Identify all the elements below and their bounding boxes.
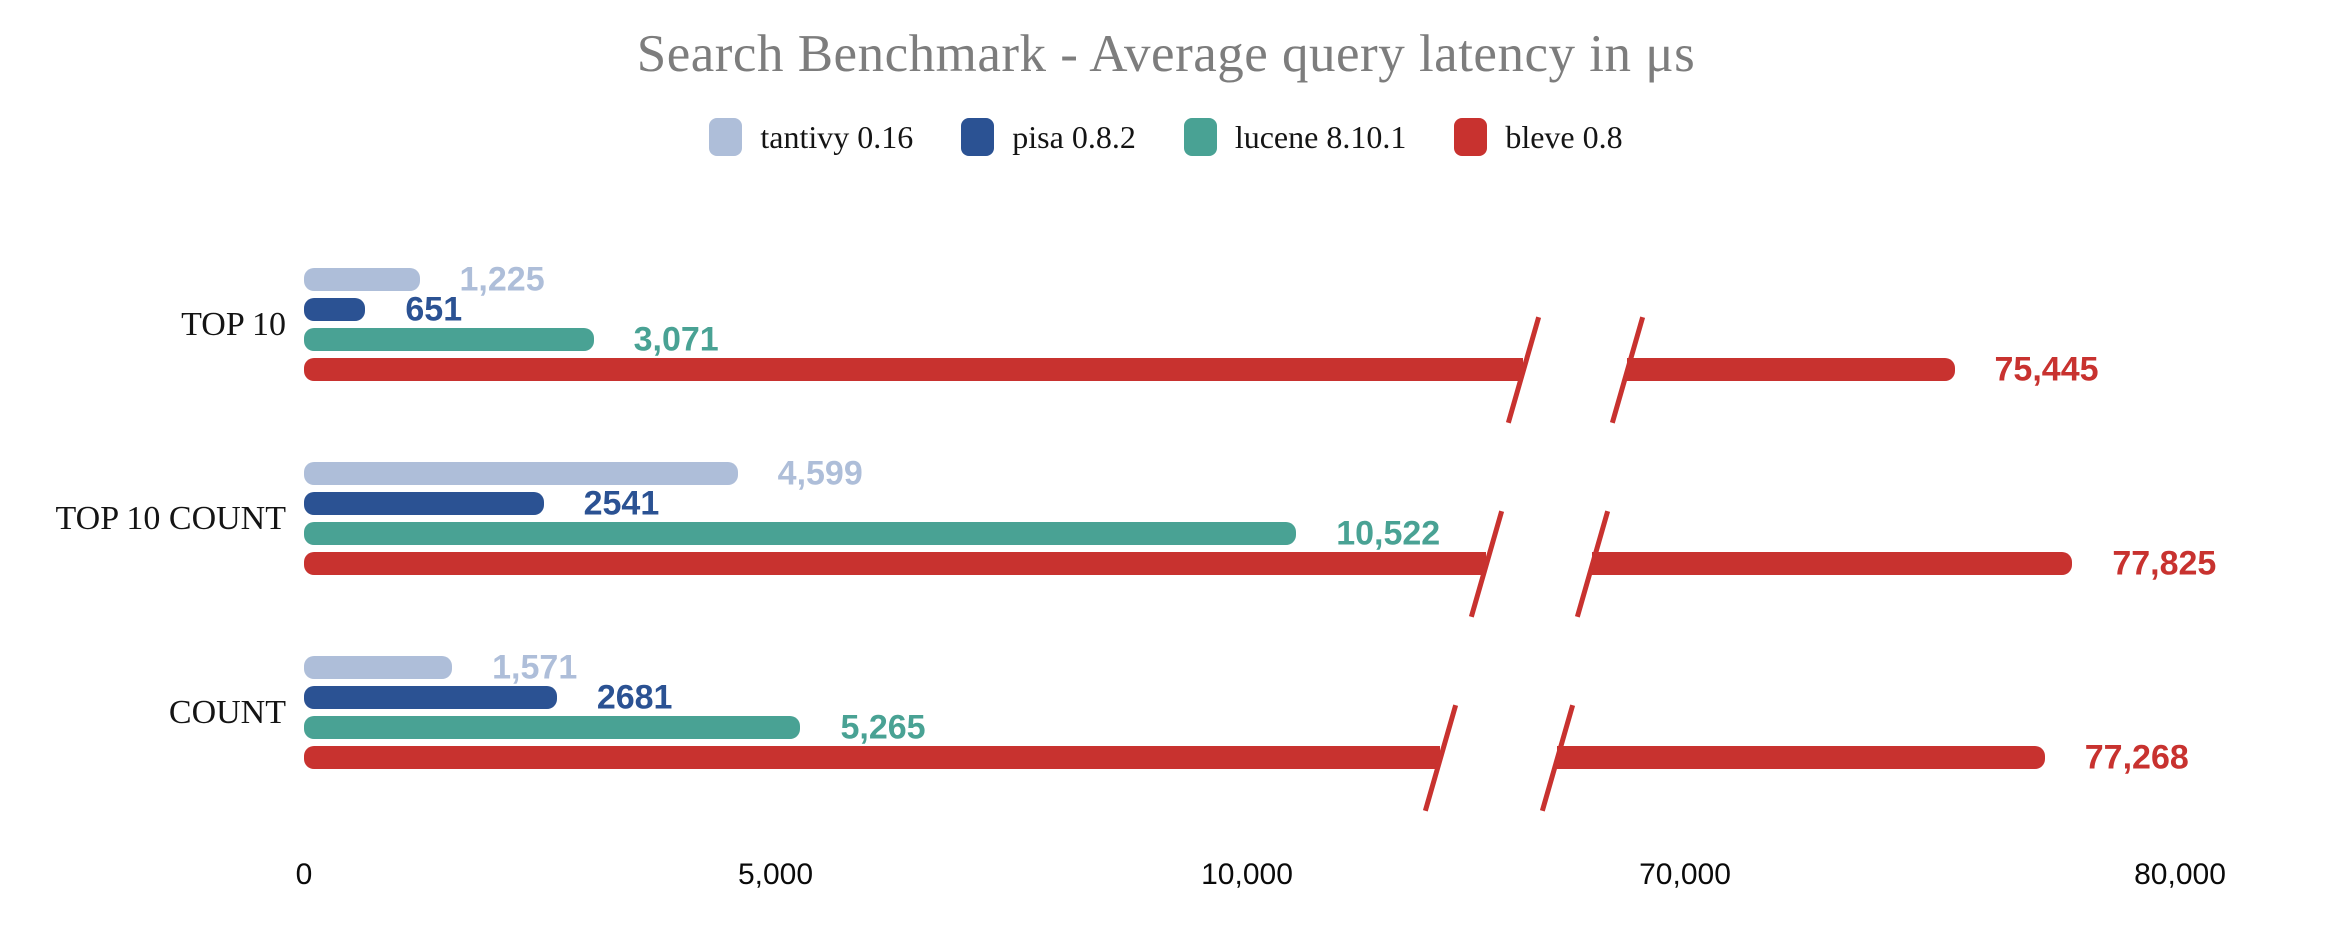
x-axis-tick-label: 5,000 — [737, 858, 814, 891]
legend-label: tantivy 0.16 — [760, 118, 914, 155]
bar-tantivy-0-16-top-10 — [304, 268, 420, 291]
bar-tantivy-0-16-top-10-count — [304, 462, 738, 485]
legend-item-pisa-0-8-2: pisa 0.8.2 — [961, 118, 1136, 156]
x-axis-tick-label: 0 — [295, 858, 313, 891]
bar-lucene-8-10-1-count — [304, 716, 801, 739]
bar-value-label: 5,265 — [840, 708, 926, 746]
bar-value-label: 1,225 — [459, 260, 545, 298]
legend: tantivy 0.16 pisa 0.8.2 lucene 8.10.1 bleve… — [0, 118, 2332, 156]
x-axis-tick-label: 10,000 — [1201, 858, 1293, 891]
bar-value-label: 3,071 — [633, 320, 719, 358]
x-axis-tick-label: 80,000 — [2134, 858, 2226, 891]
legend-label: pisa 0.8.2 — [1012, 118, 1136, 155]
bar-value-label: 75,445 — [1994, 350, 2099, 388]
legend-item-tantivy-0-16: tantivy 0.16 — [709, 118, 913, 156]
legend-item-bleve-0-8: bleve 0.8 — [1454, 118, 1623, 156]
legend-swatch-pisa-0-8-2 — [961, 118, 995, 156]
x-axis-tick-label: 70,000 — [1639, 858, 1731, 891]
bar-pisa-0-8-2-top-10 — [304, 298, 366, 321]
category-label-count: COUNT — [168, 694, 286, 731]
legend-swatch-lucene-8-10-1 — [1183, 118, 1217, 156]
category-label-top-10-count: TOP 10 COUNT — [55, 500, 286, 537]
bar-bleve-0-8-top-10-count-left-segment — [304, 552, 1486, 575]
bar-value-label: 10,522 — [1336, 514, 1441, 552]
bar-value-label: 2681 — [596, 678, 673, 716]
chart-title: Search Benchmark - Average query latency… — [636, 25, 1696, 83]
legend-item-lucene-8-10-1: lucene 8.10.1 — [1183, 118, 1407, 156]
bar-tantivy-0-16-count — [304, 656, 453, 679]
bar-value-label: 651 — [405, 290, 463, 328]
legend-label: bleve 0.8 — [1505, 118, 1623, 155]
bar-bleve-0-8-top-10-right-segment — [1627, 358, 1955, 381]
bar-value-label: 77,825 — [2112, 544, 2217, 582]
bar-bleve-0-8-count-right-segment — [1557, 746, 2045, 769]
bar-bleve-0-8-count-left-segment — [304, 746, 1440, 769]
bar-value-label: 4,599 — [777, 454, 863, 492]
category-label-top-10: TOP 10 — [181, 306, 286, 343]
bar-bleve-0-8-top-10-count-right-segment — [1592, 552, 2073, 575]
bar-pisa-0-8-2-top-10-count — [304, 492, 544, 515]
bar-lucene-8-10-1-top-10-count — [304, 522, 1297, 545]
legend-label: lucene 8.10.1 — [1234, 118, 1407, 155]
bar-value-label: 77,268 — [2084, 738, 2189, 776]
bar-lucene-8-10-1-top-10 — [304, 328, 594, 351]
bar-value-label: 2541 — [583, 484, 660, 522]
legend-swatch-bleve-0-8 — [1454, 118, 1488, 156]
bar-value-label: 1,571 — [492, 648, 578, 686]
bar-pisa-0-8-2-count — [304, 686, 557, 709]
legend-swatch-tantivy-0-16 — [709, 118, 743, 156]
bar-bleve-0-8-top-10-left-segment — [304, 358, 1523, 381]
